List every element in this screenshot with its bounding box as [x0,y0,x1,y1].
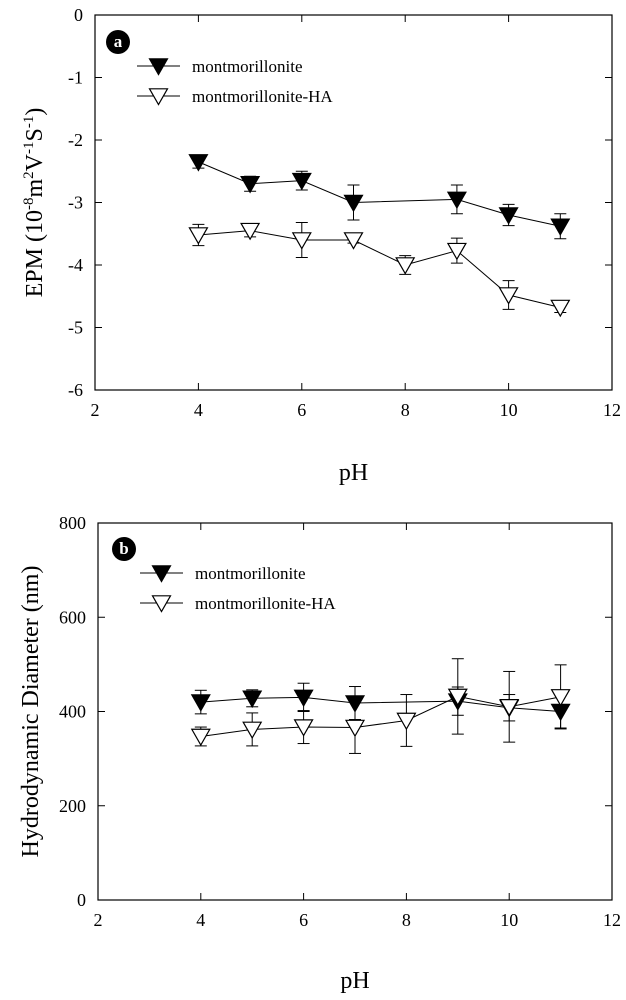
y-tick-label: 400 [59,702,86,722]
data-point [291,232,312,250]
legend-filled-triangle-icon [148,58,169,76]
y-tick-label: -6 [68,380,83,400]
data-point [291,172,312,191]
x-tick-label: 6 [299,910,308,930]
data-point [242,690,263,709]
y-axis-title-superscript: 2 [21,171,37,179]
y-tick-label: -1 [68,68,83,88]
data-point [499,698,520,717]
y-tick-label: 0 [77,890,86,910]
panel-badge [112,537,136,561]
x-tick-label: 8 [402,910,411,930]
y-axis-title-part: ) [22,108,48,116]
data-point [550,689,571,707]
data-point [188,154,209,172]
data-point [344,719,366,738]
data-point [396,712,417,731]
y-axis-title: Hydrodynamic Diameter (nm) [18,566,44,858]
legend-open-triangle-icon [148,88,169,106]
data-point [190,694,211,712]
y-axis-title-part: m [22,179,48,198]
series-line [200,695,561,737]
x-axis-title: pH [339,460,368,486]
data-point [550,299,571,318]
legend-label: montmorillonite [192,57,303,76]
legend-label: montmorillonite [195,564,306,583]
y-axis-title: EPM (10-8m2V-1S-1) [21,108,48,298]
x-tick-label: 10 [500,400,518,420]
y-tick-label: 600 [59,607,86,627]
x-tick-label: 6 [297,400,306,420]
y-tick-label: 0 [74,5,83,25]
x-tick-label: 4 [194,400,203,420]
legend-label: montmorillonite-HA [195,594,336,613]
y-axis-title-superscript: -8 [21,198,37,211]
data-point [446,191,467,210]
data-point [343,232,364,250]
x-tick-label: 12 [603,910,621,930]
y-tick-label: -4 [68,255,83,275]
panel-badge [106,30,130,54]
x-tick-label: 2 [91,400,100,420]
data-point [343,194,364,213]
data-point [293,689,314,708]
data-point [446,242,467,261]
data-point [498,207,519,225]
data-point [188,227,209,245]
series-montmorillonite-ha [188,222,571,318]
panel-label: a [114,32,123,51]
legend: montmorillonite montmorillonite-HA [140,564,336,613]
y-axis-title-superscript: -1 [21,142,37,155]
data-point [550,218,571,237]
data-point [447,688,468,707]
x-tick-label: 4 [196,910,205,930]
y-axis-title-superscript: -1 [21,116,37,129]
y-tick-label: 800 [59,513,86,533]
y-axis-title-part: V [22,153,48,171]
data-point [240,222,261,241]
legend-open-triangle-icon [151,595,172,613]
x-tick-label: 12 [603,400,621,420]
y-tick-label: 200 [59,796,86,816]
data-point [242,721,263,740]
series-montmorillonite [188,154,571,240]
data-point [240,175,261,194]
y-tick-label: -5 [68,318,83,338]
chart-panel-b: 2 4 6 8 10 12 0 200 400 600 800 pH Hydrodynamic Diam… [18,513,621,994]
legend: montmorillonite montmorillonite-HA [137,57,333,106]
panel-label: b [119,539,128,558]
series-montmorillonite-ha [190,658,571,754]
data-point [498,287,519,305]
x-tick-label: 10 [500,910,518,930]
x-axis-title: pH [340,968,369,994]
x-tick-label: 8 [401,400,410,420]
data-point [395,257,416,275]
y-axis-title-part: S [22,128,48,141]
legend-filled-triangle-icon [151,565,172,583]
legend-label: montmorillonite-HA [192,87,333,106]
data-point [293,719,314,737]
y-tick-label: -2 [68,130,83,150]
y-axis-title-part: EPM (10 [22,210,48,297]
x-tick-label: 2 [94,910,103,930]
y-tick-label: -3 [68,193,83,213]
data-point [190,728,211,747]
